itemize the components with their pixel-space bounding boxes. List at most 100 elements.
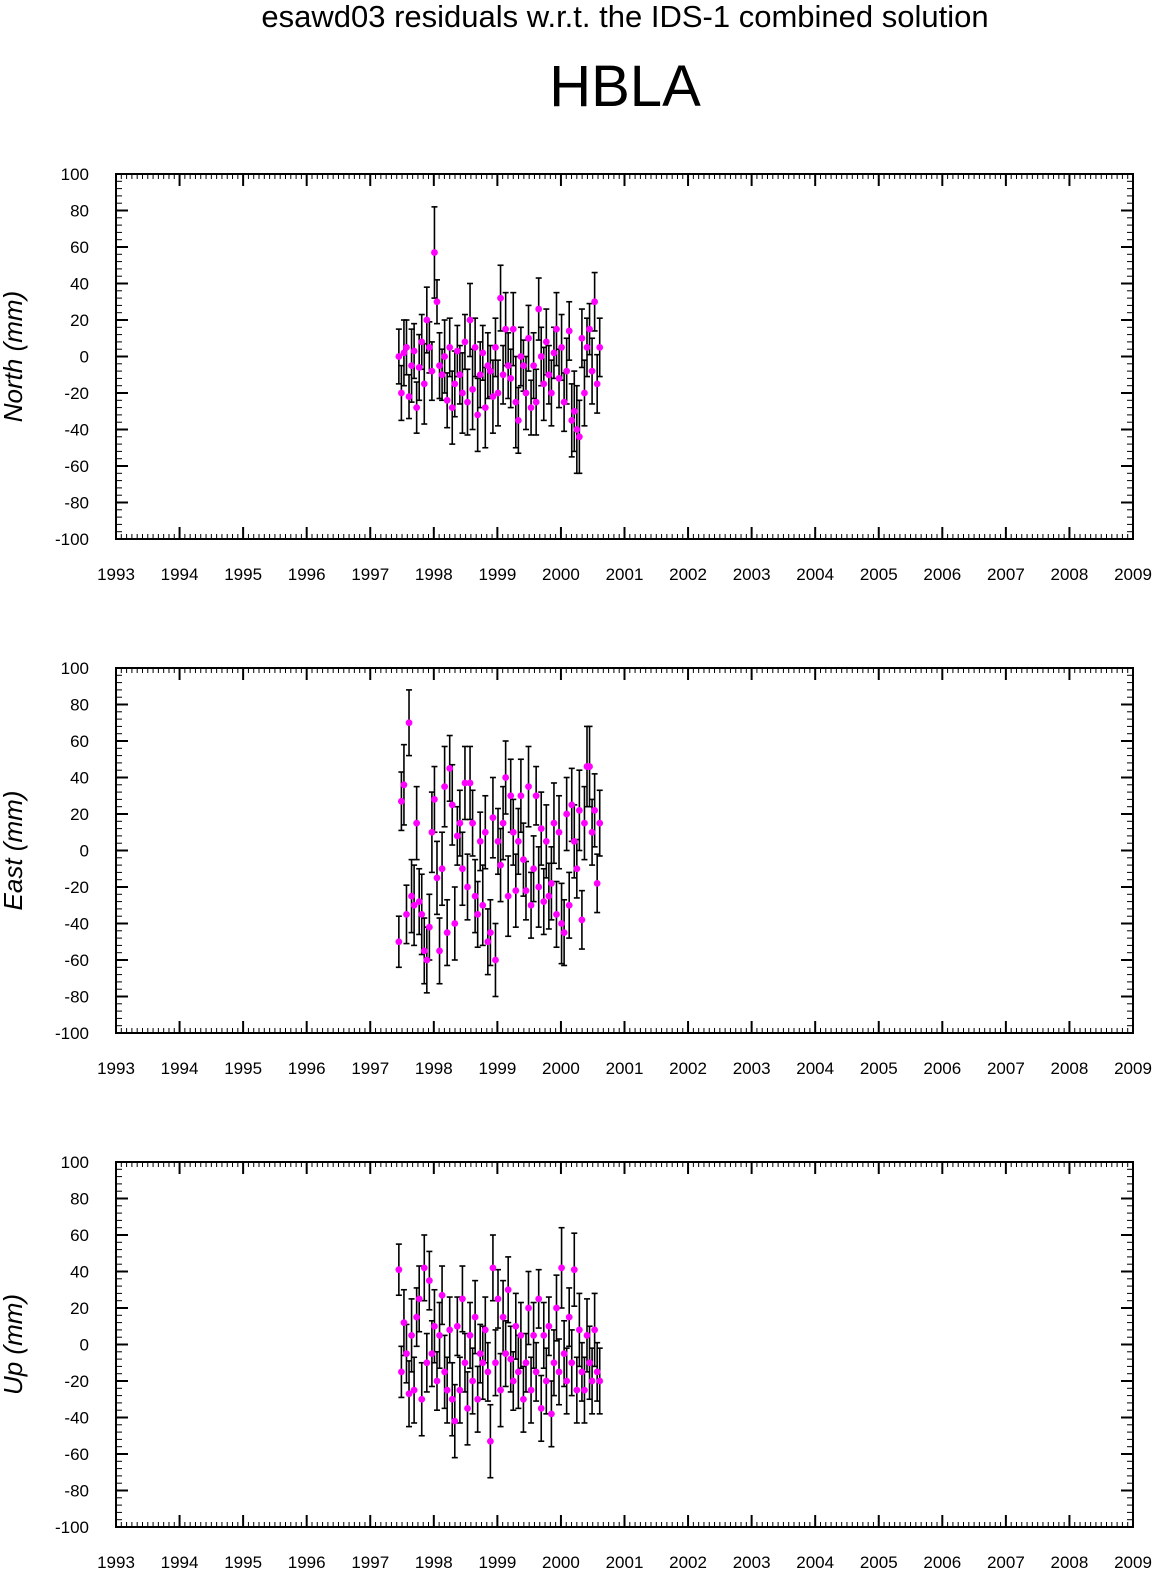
- data-point: [474, 910, 482, 918]
- data-point: [476, 1350, 484, 1358]
- x-tick-label: 2004: [796, 565, 834, 584]
- y-tick-label: 80: [70, 1190, 89, 1209]
- data-point: [438, 371, 446, 379]
- data-point: [558, 343, 565, 351]
- x-tick-label: 1998: [415, 1059, 453, 1078]
- data-point: [553, 910, 560, 918]
- data-point: [537, 1404, 545, 1412]
- data-point: [431, 1322, 438, 1330]
- x-tick-label: 2008: [1051, 565, 1089, 584]
- x-tick-label: 2005: [860, 1553, 898, 1572]
- data-point: [525, 783, 532, 791]
- x-tick-label: 1998: [415, 1553, 453, 1572]
- data-point: [461, 779, 469, 787]
- data-point: [431, 796, 438, 803]
- data-point: [555, 375, 563, 382]
- data-point: [591, 1326, 599, 1334]
- data-point: [542, 837, 550, 845]
- data-point: [588, 828, 596, 836]
- data-point: [596, 343, 604, 351]
- data-point: [530, 865, 538, 873]
- data-point: [415, 898, 423, 905]
- data-point: [535, 1295, 543, 1303]
- data-point: [413, 819, 421, 827]
- y-tick-label: -40: [64, 915, 89, 934]
- data-point: [420, 380, 428, 388]
- data-point: [395, 1266, 403, 1274]
- data-point: [469, 819, 476, 827]
- y-tick-label: -40: [64, 1409, 89, 1428]
- data-point: [486, 367, 494, 375]
- x-tick-label: 2002: [669, 1553, 707, 1572]
- data-point: [568, 801, 576, 809]
- data-point: [497, 861, 504, 869]
- plot-frame: [115, 667, 1134, 1034]
- data-point: [555, 1368, 563, 1376]
- x-tick-label: 2002: [669, 1059, 707, 1078]
- data-point: [403, 910, 410, 918]
- y-tick-label: 0: [80, 1336, 89, 1355]
- data-point: [527, 1386, 535, 1394]
- data-point: [400, 781, 408, 789]
- x-tick-label: 2005: [860, 1059, 898, 1078]
- data-point: [459, 1295, 466, 1303]
- data-point: [408, 1331, 415, 1339]
- plot-frame: [115, 1161, 1134, 1528]
- data-point: [560, 398, 568, 406]
- data-point: [443, 396, 451, 404]
- data-point: [568, 416, 576, 424]
- data-point: [540, 898, 548, 905]
- data-point: [570, 837, 578, 845]
- data-point: [573, 1386, 581, 1394]
- x-tick-label: 2000: [542, 565, 580, 584]
- panel-1: 1993 1994 1995 1996 1997 1998 1999 2000 2001 2002…: [0, 659, 1152, 1078]
- data-point: [415, 364, 423, 371]
- data-point: [596, 1377, 604, 1385]
- data-point: [588, 367, 596, 375]
- x-tick-label: 2003: [733, 1059, 771, 1078]
- data-point: [545, 1322, 553, 1330]
- data-point: [448, 1395, 456, 1403]
- data-point: [438, 1291, 446, 1299]
- y-tick-label: -100: [55, 1518, 89, 1537]
- x-tick-label: 1997: [351, 1553, 389, 1572]
- data-point: [415, 1295, 423, 1303]
- data-point: [446, 764, 454, 772]
- x-tick-label: 2004: [796, 1553, 834, 1572]
- x-tick-label: 2006: [923, 1553, 961, 1572]
- data-point: [581, 819, 588, 827]
- data-point: [514, 416, 522, 424]
- data-point: [522, 887, 530, 895]
- data-point: [550, 349, 558, 357]
- data-point: [433, 298, 441, 306]
- panel-2: 1993 1994 1995 1996 1997 1998 1999 2000 2001 2002…: [0, 1153, 1152, 1572]
- data-point: [446, 343, 454, 351]
- x-tick-label: 2001: [606, 1553, 644, 1572]
- data-point: [410, 347, 418, 355]
- data-point: [431, 249, 438, 256]
- data-point: [540, 380, 548, 388]
- data-point: [464, 398, 471, 406]
- data-point: [492, 343, 499, 351]
- data-point: [405, 393, 413, 401]
- data-point: [479, 349, 487, 357]
- data-point: [575, 806, 583, 814]
- data-point: [486, 1437, 494, 1445]
- data-point: [575, 433, 583, 441]
- data-point: [413, 1313, 421, 1321]
- data-point: [509, 1377, 517, 1385]
- data-point: [481, 828, 489, 836]
- data-point: [474, 1395, 482, 1403]
- data-point: [492, 1359, 499, 1367]
- data-point: [443, 1386, 451, 1394]
- data-point: [527, 901, 535, 909]
- y-tick-label: -60: [64, 1445, 89, 1464]
- data-point: [563, 367, 571, 375]
- data-point: [563, 810, 571, 818]
- data-point: [593, 1368, 601, 1376]
- data-point: [453, 347, 461, 355]
- data-point: [502, 774, 510, 781]
- data-point: [517, 1331, 525, 1339]
- data-point: [451, 920, 459, 927]
- data-point: [423, 316, 431, 324]
